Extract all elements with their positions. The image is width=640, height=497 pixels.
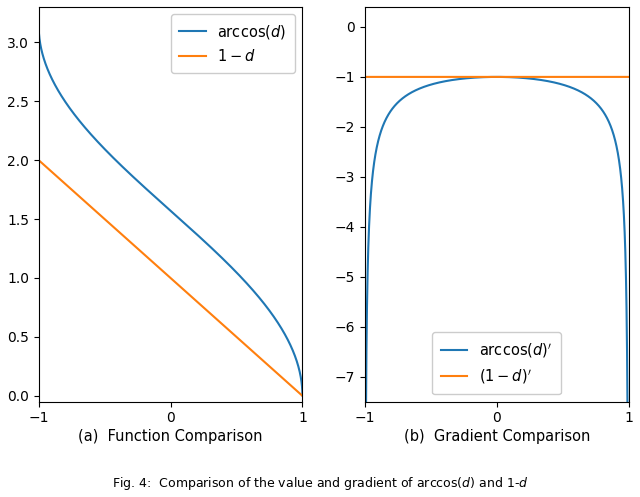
$\mathrm{arccos}(d)'$ — [617, 174, 625, 180]
$(1-d)'$ — [617, 74, 625, 80]
$1-d$ — [291, 386, 298, 392]
$\mathrm{arccos}(d)'$ — [569, 85, 577, 91]
$(1-d)'$ — [617, 74, 625, 80]
$1-d$ — [291, 386, 299, 392]
$\mathrm{arccos}(d)$ — [35, 23, 42, 29]
$\mathrm{arccos}(d)'$ — [617, 173, 625, 179]
$1-d$ — [48, 169, 56, 175]
$(1-d)'$ — [483, 74, 490, 80]
$\mathrm{arccos}(d)'$ — [489, 74, 497, 80]
$\mathrm{arccos}(d)$ — [299, 392, 307, 398]
Text: (a)  Function Comparison: (a) Function Comparison — [78, 429, 263, 444]
$(1-d)'$ — [625, 74, 632, 80]
Text: (b)  Gradient Comparison: (b) Gradient Comparison — [404, 429, 590, 444]
Line: $\mathrm{arccos}(d)'$: $\mathrm{arccos}(d)'$ — [365, 77, 628, 497]
$(1-d)'$ — [374, 74, 382, 80]
$(1-d)'$ — [361, 74, 369, 80]
$\mathrm{arccos}(d)'$ — [483, 74, 490, 80]
$(1-d)'$ — [569, 74, 577, 80]
$\mathrm{arccos}(d)$ — [156, 198, 164, 204]
Line: $\mathrm{arccos}(d)$: $\mathrm{arccos}(d)$ — [38, 26, 303, 395]
Line: $1-d$: $1-d$ — [38, 160, 303, 396]
$1-d$ — [156, 265, 164, 271]
$\mathrm{arccos}(d)$ — [163, 204, 171, 210]
$1-d$ — [163, 272, 171, 278]
$\mathrm{arccos}(d)$ — [291, 352, 298, 358]
$(1-d)'$ — [489, 74, 497, 80]
Text: Fig. 4:  Comparison of the value and gradient of arccos$(d)$ and $1$-$d$: Fig. 4: Comparison of the value and grad… — [112, 475, 528, 492]
$\mathrm{arccos}(d)$ — [291, 352, 299, 358]
$1-d$ — [243, 343, 250, 349]
$1-d$ — [35, 157, 42, 163]
Legend: $\mathrm{arccos}(d)$, $1-d$: $\mathrm{arccos}(d)$, $1-d$ — [171, 14, 295, 73]
$\mathrm{arccos}(d)$ — [243, 280, 250, 286]
Legend: $\mathrm{arccos}(d)'$, $(1-d)'$: $\mathrm{arccos}(d)'$, $(1-d)'$ — [433, 332, 561, 395]
$\mathrm{arccos}(d)$ — [48, 77, 56, 83]
$1-d$ — [299, 393, 307, 399]
$\mathrm{arccos}(d)'$ — [493, 74, 500, 80]
$\mathrm{arccos}(d)'$ — [374, 138, 382, 144]
